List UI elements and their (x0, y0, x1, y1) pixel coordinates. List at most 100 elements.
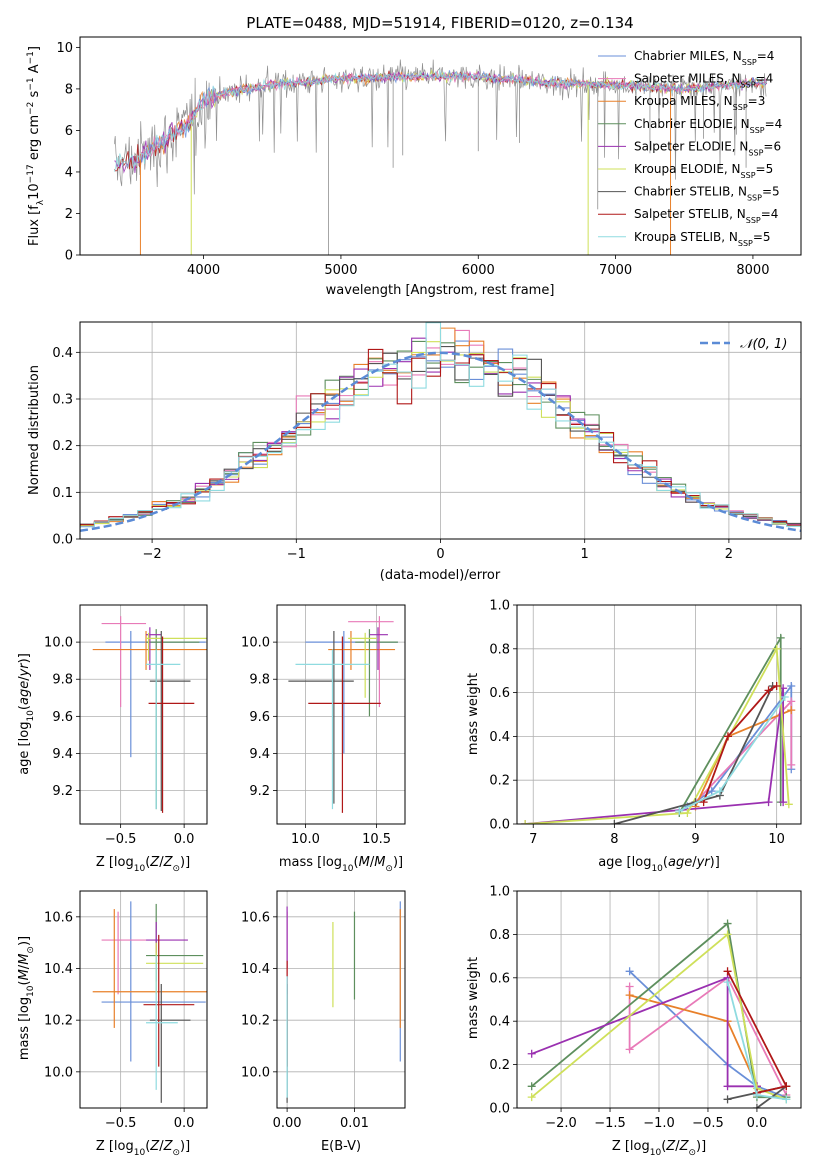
legend-label: Chabrier ELODIE, NSSP=4 (634, 117, 782, 135)
y-axis-label: mass [log10(M/M⊙)] (17, 936, 36, 1060)
axis-label-part: Z [log (96, 855, 134, 870)
legend-label-sub: SSP (746, 216, 761, 225)
axis-label-part: A (27, 64, 42, 77)
axes-frame (276, 890, 406, 1109)
plot-area-residuals (80, 322, 801, 533)
axis-label-part: λ (36, 199, 46, 205)
legend-label-sub: SSP (742, 58, 757, 67)
hist-salpeter-stelib (80, 348, 801, 527)
x-tick-label: −0.5 (692, 1116, 724, 1131)
legend-label-tail: =4 (761, 207, 779, 221)
axis-label-part: / (17, 964, 32, 969)
weight-marker-chabrier-miles (707, 787, 716, 796)
y-tick-label: 10.0 (241, 1065, 270, 1080)
axes-frame (516, 604, 802, 825)
y-axis-label: age [log10(age/yr)] (17, 653, 36, 775)
x-axis-label: Z [log10(Z/Z⊙)] (612, 1139, 706, 1158)
x-tick-label: 1 (581, 547, 589, 562)
axis-label-part: 10 (26, 985, 36, 997)
panel-mass_vs_Z: −0.5 0.0 10.0 10.2 10.4 10.6 (44, 890, 208, 1131)
legend-label-tail: =3 (748, 94, 766, 108)
legend-label-tail: =4 (765, 117, 783, 131)
y-axis-label: mass weight (466, 673, 481, 755)
weight-marker-kroupa-elodie (723, 930, 732, 939)
weight-marker-salpeter-elodie (527, 1049, 536, 1058)
axis-label-part: / (159, 1139, 164, 1154)
y-tick-label: 0.2 (52, 439, 73, 454)
y-tick-label: 0.4 (489, 1015, 510, 1030)
axis-label-part: mass [log (17, 997, 32, 1060)
x-tick-label: −0.5 (105, 1116, 137, 1131)
axis-label-part: 10 (650, 1148, 662, 1158)
axis-label-part: ( (145, 1139, 150, 1154)
axis-label-part: )] (393, 855, 403, 870)
legend-label: Chabrier MILES, NSSP=4 (634, 49, 774, 67)
x-tick-label: 0.00 (273, 1116, 302, 1131)
y-tick-label: 9.6 (52, 710, 73, 725)
weight-line-salpeter-stelib (702, 685, 778, 803)
axis-label-part: / (692, 855, 697, 870)
x-tick-label: 0.0 (174, 832, 195, 847)
axis-label-part: s (27, 90, 42, 101)
legend-label-sub: SSP (750, 125, 765, 134)
axis-label-part: 10 (651, 864, 663, 874)
x-tick-label: −2.0 (545, 1116, 577, 1131)
y-tick-label: 9.8 (249, 673, 270, 688)
legend-label-sub: SSP (748, 148, 763, 157)
axis-label-part: erg cm (27, 115, 42, 164)
weight-line-chabrier-miles (628, 970, 787, 1099)
weight-marker-salpeter-elodie (779, 798, 788, 807)
axis-label-part: )] (180, 1139, 190, 1154)
y-tick-label: 0.6 (489, 971, 510, 986)
y-tick-label: 0.0 (489, 818, 510, 833)
axis-label-part: ( (354, 855, 359, 870)
legend-label-sub: SSP (733, 103, 748, 112)
axis-label-part: age (17, 681, 32, 705)
axis-label-part: / (159, 855, 164, 870)
y-tick-label: 10.6 (44, 910, 73, 925)
y-tick-label: 10.4 (44, 962, 73, 977)
y-tick-label: 9.2 (52, 784, 73, 799)
axes-frame (79, 36, 802, 256)
weight-marker-salpeter-elodie (723, 1082, 732, 1091)
plot-area-age_vs_Z (92, 616, 207, 813)
legend-label-base: Salpeter ELODIE, N (634, 139, 748, 153)
y-axis-label: Normed distribution (27, 365, 42, 495)
y-tick-label: 10.6 (241, 910, 270, 925)
x-tick-label: 8 (610, 832, 618, 847)
axis-label-part: M (17, 954, 32, 965)
x-tick-label: 7000 (599, 263, 632, 278)
axis-label-part: −1 (26, 51, 36, 64)
x-tick-label: 9 (691, 832, 699, 847)
axis-label-part: )] (17, 653, 32, 663)
legend-label-tail: =5 (753, 230, 771, 244)
panel-age_vs_mass: 10.0 10.5 9.2 9.4 9.6 9.8 10.0 (241, 604, 406, 847)
axis-label-part: ⊙ (172, 864, 180, 874)
axis-label-part: 10 (26, 710, 36, 722)
weight-marker-salpeter-miles (625, 1045, 634, 1054)
weight-marker-kroupa-miles (625, 991, 634, 1000)
axis-label-part: / (675, 1139, 680, 1154)
axis-label-part: Z (163, 855, 174, 870)
x-axis-label: Z [log10(Z/Z⊙)] (96, 1139, 190, 1158)
axis-label-part: −2 (26, 102, 36, 115)
axis-label-part: ⊙ (26, 946, 36, 954)
axis-label-part: )] (17, 936, 32, 946)
y-tick-label: 10.0 (44, 636, 73, 651)
axis-label-part: )] (180, 855, 190, 870)
axis-label-part: ( (661, 1139, 666, 1154)
weight-marker-chabrier-miles (787, 682, 796, 691)
axis-label-part: 10 (342, 864, 354, 874)
y-tick-label: 0 (65, 249, 73, 264)
normal-curve (80, 351, 801, 533)
weight-marker-salpeter-stelib (772, 682, 781, 691)
plot-area-mass_vs_ebv (286, 901, 401, 1103)
axis-label-part: M (359, 855, 370, 870)
weight-marker-kroupa-stelib (675, 806, 684, 815)
axis-label-part: yr (17, 662, 32, 678)
plot-area-mass_vs_Z (92, 901, 207, 1103)
y-tick-label: 0.4 (489, 730, 510, 745)
weight-marker-salpeter-stelib (782, 1082, 791, 1091)
x-tick-label: 8000 (736, 263, 769, 278)
y-tick-label: 0.1 (52, 486, 73, 501)
